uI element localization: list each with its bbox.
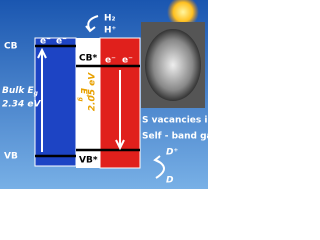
caption: Self - band gap narrowing: [142, 132, 208, 142]
narrow-gap-arrow: [115, 70, 125, 151]
vb-label: VB: [4, 152, 18, 162]
gap-sup: *: [84, 94, 91, 98]
cb-label: CB: [4, 42, 18, 52]
cb-star-label: CB*: [79, 54, 97, 64]
reduction-arrow: [85, 15, 99, 33]
donor-reduced: D: [166, 176, 174, 186]
gap-symbol: E: [79, 88, 89, 95]
bulk-gap-value: 2.34 eV: [2, 100, 41, 110]
narrow-gap-value: 2.05 eV: [88, 72, 98, 111]
graphic: H₂ H⁺ CB VB CB* VB* e⁻ e⁻ e⁻ e⁻ Bulk Eg …: [0, 0, 208, 189]
oxidation-arrow: [153, 155, 165, 179]
electron: e⁻: [122, 56, 133, 66]
gap-sub: g: [78, 97, 85, 102]
caption: S vacancies induced: [142, 116, 208, 126]
sun: [167, 0, 199, 28]
bulk-prefix: Bulk: [2, 86, 27, 96]
vb-star-label: VB*: [79, 156, 98, 166]
defect-band: [76, 38, 100, 168]
bulk-gap-label: Bulk Eg: [2, 86, 39, 97]
gap-sub: g: [34, 90, 39, 97]
sem-flower: [145, 29, 201, 101]
electron: e⁻: [56, 37, 67, 47]
electron: e⁻: [40, 37, 51, 47]
gap-symbol: E: [27, 86, 34, 96]
bulk-gap-arrow: [37, 47, 47, 152]
donor-oxidized: D⁺: [166, 148, 178, 158]
narrow-gap-label: E*g: [78, 88, 91, 102]
electron: e⁻: [105, 56, 116, 66]
h2-label: H₂: [104, 14, 116, 24]
h-plus-label: H⁺: [104, 26, 117, 36]
